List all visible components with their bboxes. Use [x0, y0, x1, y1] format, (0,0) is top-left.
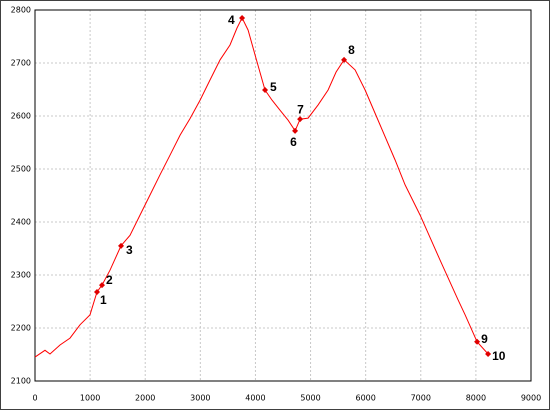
- y-tick-label: 2500: [11, 165, 31, 174]
- waypoint-marker: [297, 116, 304, 123]
- y-tick-label: 2700: [11, 59, 31, 68]
- waypoint-label: 3: [126, 243, 133, 257]
- x-tick-label: 1000: [80, 394, 100, 403]
- waypoint-label: 8: [348, 43, 355, 57]
- waypoint-label: 10: [492, 349, 506, 363]
- x-tick-label: 2000: [135, 394, 155, 403]
- waypoint-marker: [292, 127, 299, 134]
- y-tick-label: 2300: [11, 271, 31, 280]
- waypoint-label: 4: [228, 13, 235, 27]
- x-tick-label: 3000: [190, 394, 210, 403]
- waypoint-marker: [474, 338, 481, 345]
- x-tick-label: 9000: [521, 394, 541, 403]
- waypoint-label: 7: [297, 102, 304, 116]
- x-tick-label: 6000: [355, 394, 375, 403]
- waypoint-marker: [99, 282, 106, 289]
- x-tick-label: 7000: [411, 394, 431, 403]
- y-tick-label: 2200: [11, 324, 31, 333]
- waypoint-marker: [239, 14, 246, 21]
- x-tick-label: 0: [32, 394, 37, 403]
- x-tick-label: 8000: [466, 394, 486, 403]
- x-tick-label: 5000: [300, 394, 320, 403]
- waypoint-marker: [118, 242, 125, 249]
- y-tick-label: 2400: [11, 218, 31, 227]
- y-tick-label: 2600: [11, 112, 31, 121]
- waypoint-label: 2: [106, 273, 113, 287]
- waypoint-marker: [262, 87, 269, 94]
- y-tick-label: 2100: [11, 377, 31, 386]
- waypoint-marker: [94, 288, 100, 295]
- waypoint-label: 6: [290, 135, 297, 149]
- waypoint-label: 5: [270, 80, 277, 94]
- waypoint-marker: [485, 350, 492, 357]
- x-tick-label: 4000: [245, 394, 265, 403]
- y-tick-label: 2800: [11, 6, 31, 15]
- waypoint-label: 1: [100, 293, 107, 307]
- waypoint-label: 9: [481, 332, 488, 346]
- waypoint-marker: [341, 56, 348, 63]
- plot-area: [34, 9, 532, 382]
